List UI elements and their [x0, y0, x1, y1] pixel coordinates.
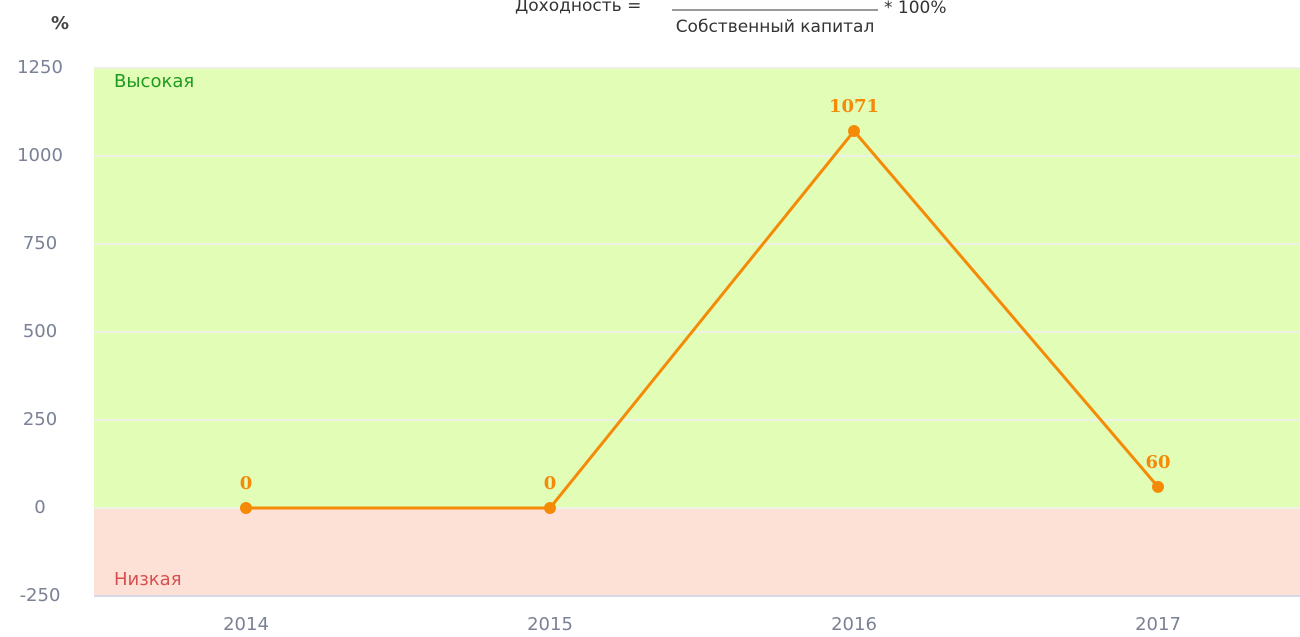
- x-tick-label: 2017: [1135, 614, 1181, 635]
- y-tick-label: 0: [34, 497, 45, 518]
- formula-right: * 100%: [884, 0, 947, 18]
- y-tick-label: 500: [23, 321, 57, 342]
- zone: [94, 508, 1300, 596]
- value-label: 0: [240, 473, 253, 494]
- formula-denominator: Собственный капитал: [676, 17, 875, 37]
- zone-label: Высокая: [114, 71, 194, 92]
- zone: [94, 68, 1300, 508]
- point: [848, 125, 860, 138]
- y-tick-label: 1000: [17, 145, 63, 166]
- zone-label: Низкая: [114, 569, 182, 590]
- value-label: 0: [544, 473, 557, 494]
- x-tick-label: 2015: [527, 614, 573, 635]
- y-tick-label: 1250: [17, 57, 63, 78]
- y-tick-label: 750: [23, 233, 57, 254]
- x-tick-label: 2016: [831, 614, 877, 635]
- line: [246, 128, 1160, 510]
- x-tick-label: 2014: [223, 614, 269, 635]
- formula-left: Доходность =: [515, 0, 641, 16]
- point: [544, 502, 556, 514]
- y-axis-label: %: [51, 13, 69, 34]
- point: [240, 502, 252, 514]
- value-label: 60: [1145, 452, 1170, 473]
- y-tick-label: -250: [20, 585, 61, 606]
- value-label: 1071: [829, 96, 879, 117]
- point: [1152, 480, 1164, 493]
- y-tick-label: 250: [23, 409, 57, 430]
